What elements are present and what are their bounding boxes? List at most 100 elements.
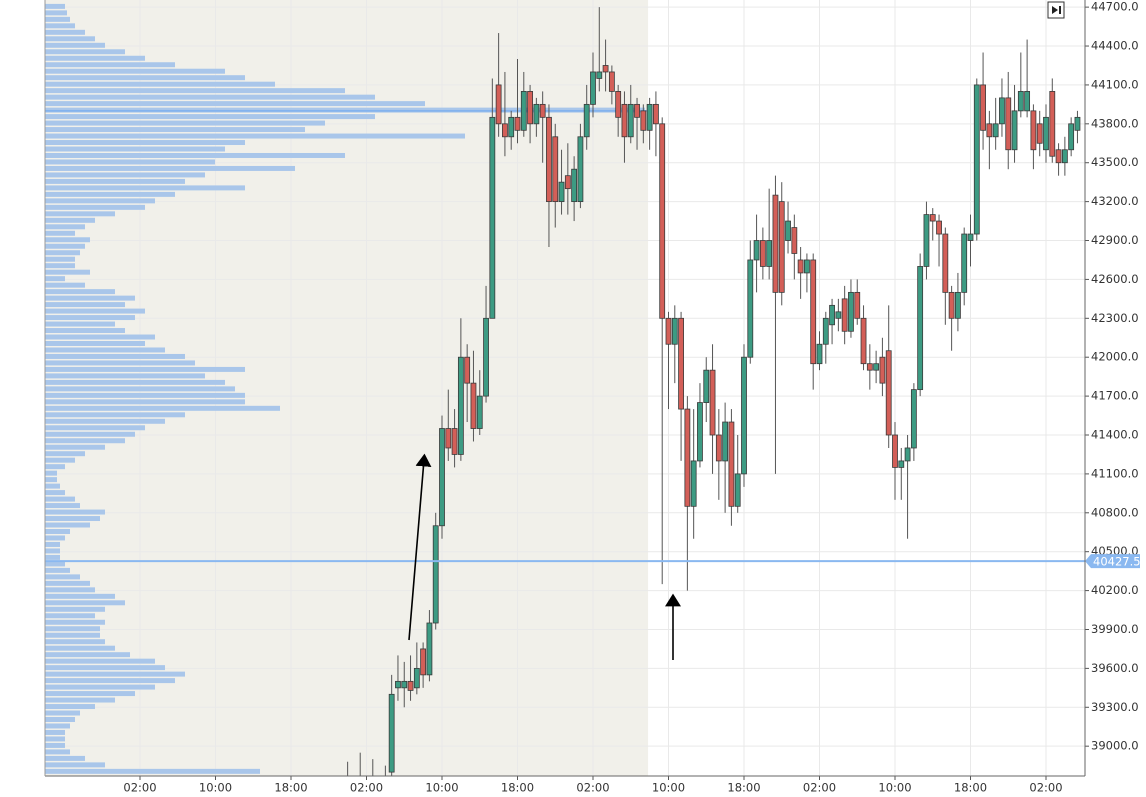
profile-bar [45, 535, 65, 541]
profile-bar [45, 658, 155, 664]
profile-bar [45, 230, 75, 236]
candle-body [841, 298, 848, 332]
profile-bar [45, 431, 135, 437]
profile-bar [45, 392, 245, 398]
y-tick-label: 43500.0 [1091, 155, 1139, 169]
candle-body [797, 259, 804, 274]
x-tick-label: 10:00 [199, 781, 232, 795]
y-tick-label: 39300.0 [1091, 700, 1139, 714]
candle-body [885, 350, 892, 436]
candle-body [999, 97, 1005, 125]
candle-body [640, 110, 647, 131]
profile-bar [45, 541, 60, 547]
profile-bar [45, 146, 225, 152]
profile-bar [45, 81, 275, 87]
button-icon[interactable] [1052, 6, 1061, 14]
candle-body [502, 123, 508, 138]
candle-body [420, 648, 427, 676]
candle-body [388, 693, 395, 773]
candle-body [395, 680, 401, 689]
candle-body [866, 363, 873, 371]
candle-body [407, 680, 414, 691]
profile-bar [45, 587, 95, 593]
candle-body [476, 395, 483, 429]
profile-bar [45, 101, 425, 107]
candle-body [816, 343, 823, 365]
profile-bar [45, 606, 105, 612]
scroll-end-button[interactable] [1047, 1, 1065, 19]
profile-bar [45, 243, 85, 249]
profile-bar [45, 88, 345, 94]
profile-bar [45, 198, 155, 204]
candle-body [483, 317, 489, 397]
profile-bar [45, 516, 100, 522]
x-tick-label: 02:00 [350, 781, 383, 795]
candle-body [734, 473, 741, 507]
candle-body [1061, 149, 1068, 164]
profile-bar [45, 302, 125, 308]
profile-bar [45, 522, 90, 528]
profile-bar [45, 178, 185, 184]
candle-body [608, 71, 615, 92]
profile-bar [45, 548, 60, 554]
candle-body [1068, 123, 1075, 151]
profile-bar [45, 729, 65, 735]
candle-body [646, 103, 653, 131]
y-tick-label: 43800.0 [1091, 116, 1139, 130]
profile-bar [45, 68, 225, 74]
candle-body [829, 304, 835, 326]
y-tick-label: 43200.0 [1091, 194, 1139, 208]
profile-bar [45, 626, 100, 632]
candle-body [766, 240, 773, 267]
x-tick-label: 10:00 [652, 781, 685, 795]
profile-bar [45, 665, 165, 671]
profile-bar [45, 224, 85, 230]
y-tick-label: 44100.0 [1091, 77, 1139, 91]
profile-bar [45, 477, 57, 483]
axes: 02:00 10:00 18:00 02:00 10:00 18:00 02:00 10:00… [44, 0, 1141, 795]
profile-bar [45, 159, 215, 165]
profile-bar [45, 483, 60, 489]
x-tick-label: 10:00 [425, 781, 458, 795]
candle-body [1049, 91, 1056, 157]
candle-body [671, 317, 678, 345]
profile-bar [45, 412, 185, 418]
profile-bar [45, 172, 205, 178]
candle-body [401, 680, 408, 689]
profile-bar [45, 29, 85, 35]
profile-bar [45, 250, 80, 256]
profile-bar [45, 418, 165, 424]
candle-body [804, 259, 810, 274]
profile-bar [45, 678, 175, 684]
profile-bar [45, 529, 70, 534]
candle-body [772, 194, 779, 293]
candle-body [942, 233, 949, 293]
profile-bar [45, 379, 225, 385]
profile-bar [45, 328, 125, 334]
profile-bar [45, 697, 115, 703]
candle-body [489, 116, 496, 319]
profile-bar [45, 353, 185, 359]
profile-bar [45, 3, 65, 9]
profile-bar [45, 36, 95, 42]
profile-bar [45, 561, 65, 567]
candle-body [1036, 123, 1043, 144]
candle-body [728, 421, 735, 507]
profile-bar [45, 315, 135, 321]
profile-bar [45, 717, 75, 722]
profile-bar [45, 373, 205, 379]
profile-bar [45, 451, 85, 457]
profile-bar [45, 639, 105, 645]
profile-bar [45, 152, 345, 158]
candle-body [759, 240, 766, 267]
candle-body [980, 84, 986, 131]
candle-body [621, 103, 628, 138]
candle-body [552, 136, 559, 203]
profile-bar [45, 768, 260, 774]
y-tick-label: 42000.0 [1091, 350, 1139, 364]
profile-bar [45, 632, 100, 638]
profile-bar [45, 645, 115, 651]
profile-bar [45, 237, 90, 243]
profile-bar [45, 321, 115, 327]
